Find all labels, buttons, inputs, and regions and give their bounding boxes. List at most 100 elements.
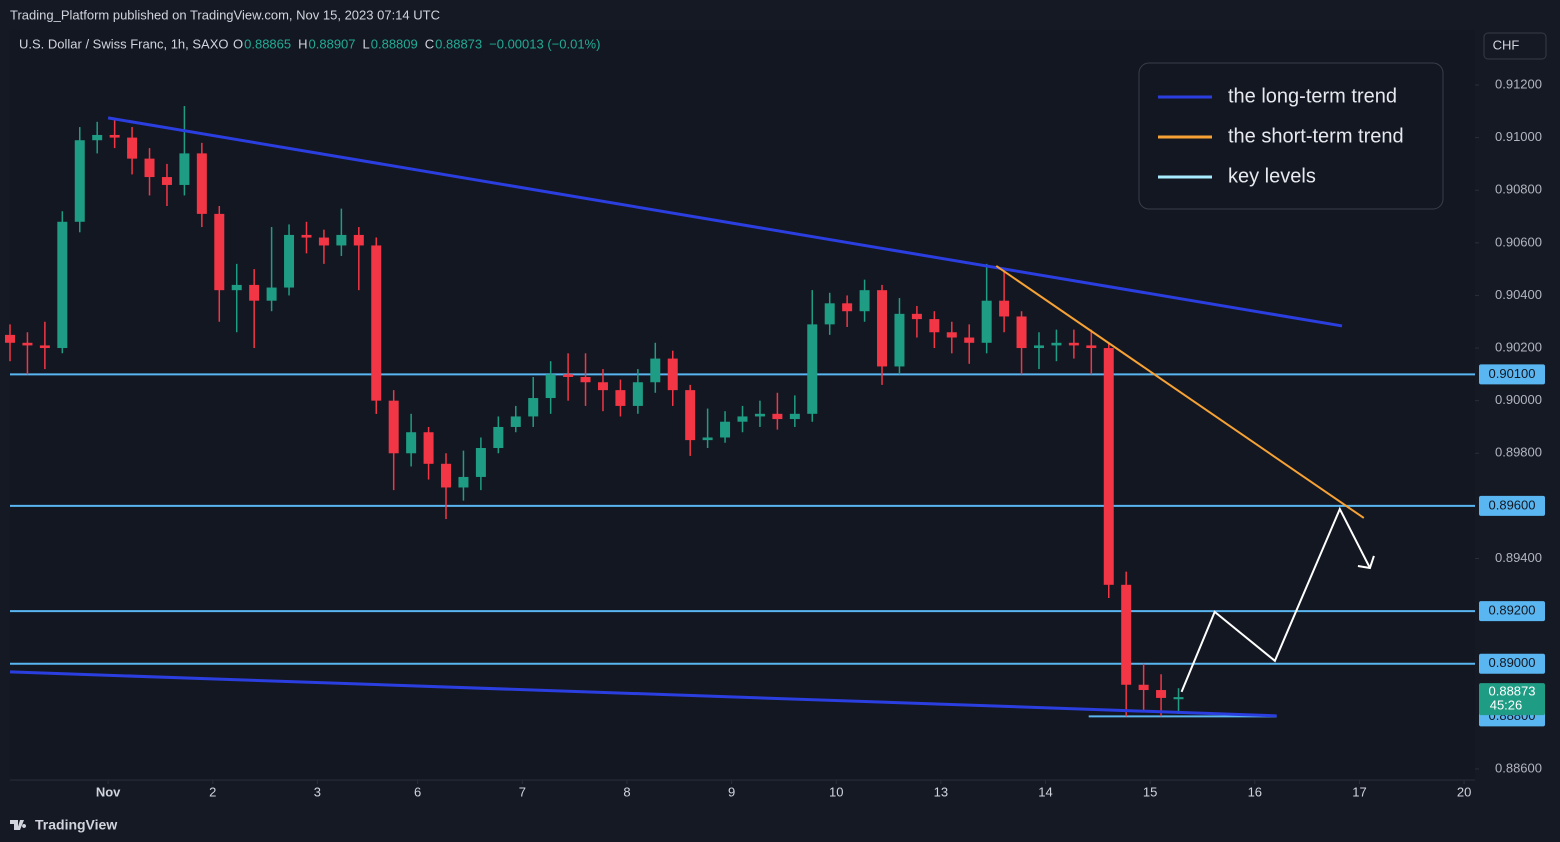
candle-body	[929, 319, 940, 333]
candle-body	[964, 337, 975, 343]
x-tick-label: 17	[1352, 784, 1366, 799]
candle-body	[720, 421, 731, 438]
symbol: U.S. Dollar / Swiss Franc, 1h, SAXO	[19, 36, 229, 51]
currency: CHF	[1493, 37, 1520, 52]
candle-body	[39, 345, 50, 349]
candle-body	[388, 400, 399, 454]
brand: TradingView	[35, 817, 117, 833]
candle-body	[807, 324, 818, 414]
y-tick-label: 0.88600	[1495, 760, 1542, 775]
last-price-tag	[1479, 683, 1545, 716]
candle-body	[911, 313, 922, 320]
x-tick-label: 7	[519, 784, 526, 799]
candle-body	[441, 463, 452, 488]
legend-label: key levels	[1228, 165, 1316, 187]
candle-body	[1138, 684, 1149, 691]
candle-body	[946, 332, 957, 338]
candle-body	[597, 382, 608, 391]
x-tick-label: 2	[209, 784, 216, 799]
x-tick-label: 15	[1143, 784, 1157, 799]
legend-label: the long-term trend	[1228, 85, 1397, 107]
last-price-label: 0.88873	[1489, 684, 1536, 699]
countdown: 45:26	[1490, 698, 1523, 713]
candle-body	[1086, 345, 1097, 349]
candle-body	[650, 358, 661, 383]
candle-body	[475, 448, 486, 477]
candle-body	[824, 303, 835, 325]
candle-body	[1068, 342, 1079, 346]
candle-body	[318, 237, 329, 246]
x-tick-label: 6	[414, 784, 421, 799]
candle-body	[528, 398, 539, 417]
candle-body	[545, 374, 556, 399]
trend-line	[9, 670, 1277, 718]
currency-box[interactable]	[1483, 32, 1547, 60]
candle-body	[144, 158, 155, 178]
key-level-label: 0.90100	[1489, 366, 1536, 381]
key-level-label: 0.89000	[1489, 655, 1536, 670]
projection-arrowhead	[1357, 555, 1375, 570]
publisher: Trading_Platform published on TradingVie…	[10, 7, 440, 22]
y-tick-label: 0.91200	[1495, 76, 1542, 91]
x-tick-label: 20	[1457, 784, 1471, 799]
ohlc-value: 0.88907	[309, 36, 356, 51]
candle-body	[336, 234, 347, 246]
y-tick-label: 0.90400	[1495, 287, 1542, 302]
candle-body	[493, 426, 504, 449]
candle-body	[1016, 316, 1027, 349]
x-tick-label: 8	[623, 784, 630, 799]
candle-body	[22, 342, 33, 346]
candle-body	[301, 234, 312, 238]
trend-line	[107, 116, 1343, 328]
candle-body	[842, 303, 853, 312]
candle-body	[214, 213, 225, 291]
ohlc-key: O	[233, 36, 243, 51]
key-level-tag	[1479, 364, 1545, 385]
y-tick-label: 0.90200	[1495, 339, 1542, 354]
key-level-tag	[1479, 495, 1545, 516]
key-level-label: 0.89200	[1489, 603, 1536, 618]
x-tick-label: 16	[1248, 784, 1262, 799]
candle-body	[266, 287, 277, 301]
candle-body	[859, 290, 870, 312]
candle-body	[563, 374, 574, 377]
candle-body	[702, 437, 713, 441]
key-level-tag	[1479, 601, 1545, 622]
y-tick-label: 0.91000	[1495, 129, 1542, 144]
y-tick-label: 0.90800	[1495, 182, 1542, 197]
candle-body	[1051, 342, 1062, 346]
legend-box	[1138, 62, 1444, 210]
candle-body	[981, 300, 992, 343]
candle-body	[231, 284, 242, 291]
candle-body	[615, 390, 626, 406]
y-tick-label: 0.90600	[1495, 234, 1542, 249]
candle-body	[109, 134, 120, 138]
candle-body	[1103, 348, 1114, 585]
candle-body	[57, 221, 68, 349]
ohlc-key: H	[298, 36, 307, 51]
candle-body	[685, 390, 696, 441]
y-tick-label: 0.89400	[1495, 550, 1542, 565]
candle-body	[999, 300, 1010, 317]
x-tick-label: 13	[934, 784, 948, 799]
candle-body	[894, 313, 905, 367]
candle-body	[458, 476, 469, 488]
candle-body	[179, 153, 190, 185]
ohlc-key: L	[363, 36, 370, 51]
y-tick-label: 0.90000	[1495, 392, 1542, 407]
candle-body	[371, 245, 382, 401]
x-tick-label: Nov	[96, 784, 121, 799]
candle-body	[5, 334, 15, 343]
candle-body	[772, 413, 783, 420]
key-level-label: 0.89600	[1489, 497, 1536, 512]
trend-line	[995, 265, 1365, 519]
candle-body	[1156, 690, 1167, 698]
x-tick-label: 3	[314, 784, 321, 799]
candle-body	[284, 234, 295, 288]
x-tick-label: 14	[1038, 784, 1052, 799]
candle-body	[737, 416, 748, 422]
candle-body	[1121, 584, 1132, 685]
ohlc-value: 0.88809	[371, 36, 418, 51]
